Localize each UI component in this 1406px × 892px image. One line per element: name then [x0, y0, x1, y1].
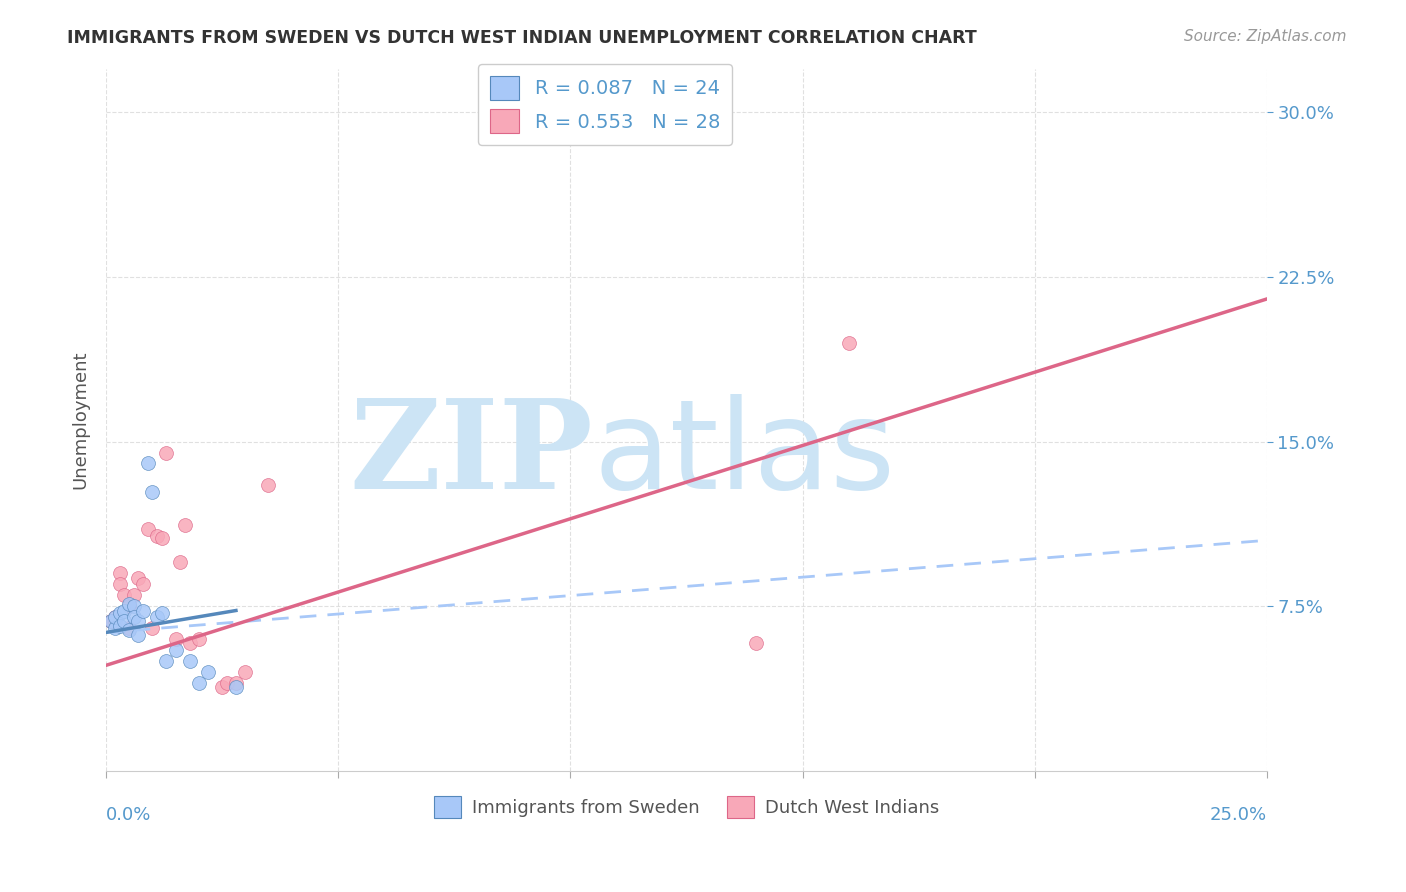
Point: [745, 636, 768, 650]
Text: 0.0%: 0.0%: [105, 806, 152, 824]
Point: [136, 522, 159, 536]
Point: [211, 681, 233, 695]
Text: 25.0%: 25.0%: [1209, 806, 1267, 824]
Point: [114, 603, 136, 617]
Point: [197, 665, 219, 679]
Point: [132, 577, 155, 591]
Point: [136, 457, 159, 471]
Point: [187, 676, 209, 690]
Point: [118, 624, 141, 638]
Point: [257, 478, 280, 492]
Point: [108, 577, 131, 591]
Point: [104, 621, 127, 635]
Point: [225, 676, 247, 690]
Point: [141, 485, 163, 500]
Point: [118, 597, 141, 611]
Point: [108, 606, 131, 620]
Point: [127, 627, 149, 641]
Point: [104, 615, 127, 629]
Point: [122, 588, 145, 602]
Point: [104, 610, 127, 624]
Point: [108, 566, 131, 581]
Legend: Immigrants from Sweden, Dutch West Indians: Immigrants from Sweden, Dutch West India…: [427, 789, 946, 825]
Point: [165, 632, 187, 646]
Point: [165, 643, 187, 657]
Point: [114, 615, 136, 629]
Point: [169, 555, 191, 569]
Point: [233, 665, 256, 679]
Point: [141, 621, 163, 635]
Point: [155, 654, 177, 668]
Point: [179, 654, 201, 668]
Point: [146, 610, 169, 624]
Point: [122, 599, 145, 614]
Point: [187, 632, 209, 646]
Point: [132, 603, 155, 617]
Point: [146, 529, 169, 543]
Point: [150, 531, 173, 545]
Text: IMMIGRANTS FROM SWEDEN VS DUTCH WEST INDIAN UNEMPLOYMENT CORRELATION CHART: IMMIGRANTS FROM SWEDEN VS DUTCH WEST IND…: [67, 29, 977, 46]
Point: [114, 588, 136, 602]
Point: [127, 615, 149, 629]
Point: [215, 676, 238, 690]
Point: [127, 571, 149, 585]
Point: [150, 606, 173, 620]
Y-axis label: Unemployment: Unemployment: [72, 351, 89, 489]
Point: [225, 681, 247, 695]
Point: [122, 610, 145, 624]
Point: [100, 615, 122, 629]
Point: [108, 619, 131, 633]
Point: [179, 636, 201, 650]
Point: [118, 599, 141, 614]
Point: [100, 615, 122, 629]
Text: ZIP: ZIP: [350, 394, 593, 516]
Point: [838, 335, 860, 350]
Text: atlas: atlas: [593, 394, 896, 516]
Point: [173, 517, 195, 532]
Point: [104, 610, 127, 624]
Point: [118, 621, 141, 635]
Point: [155, 445, 177, 459]
Text: Source: ZipAtlas.com: Source: ZipAtlas.com: [1184, 29, 1347, 44]
